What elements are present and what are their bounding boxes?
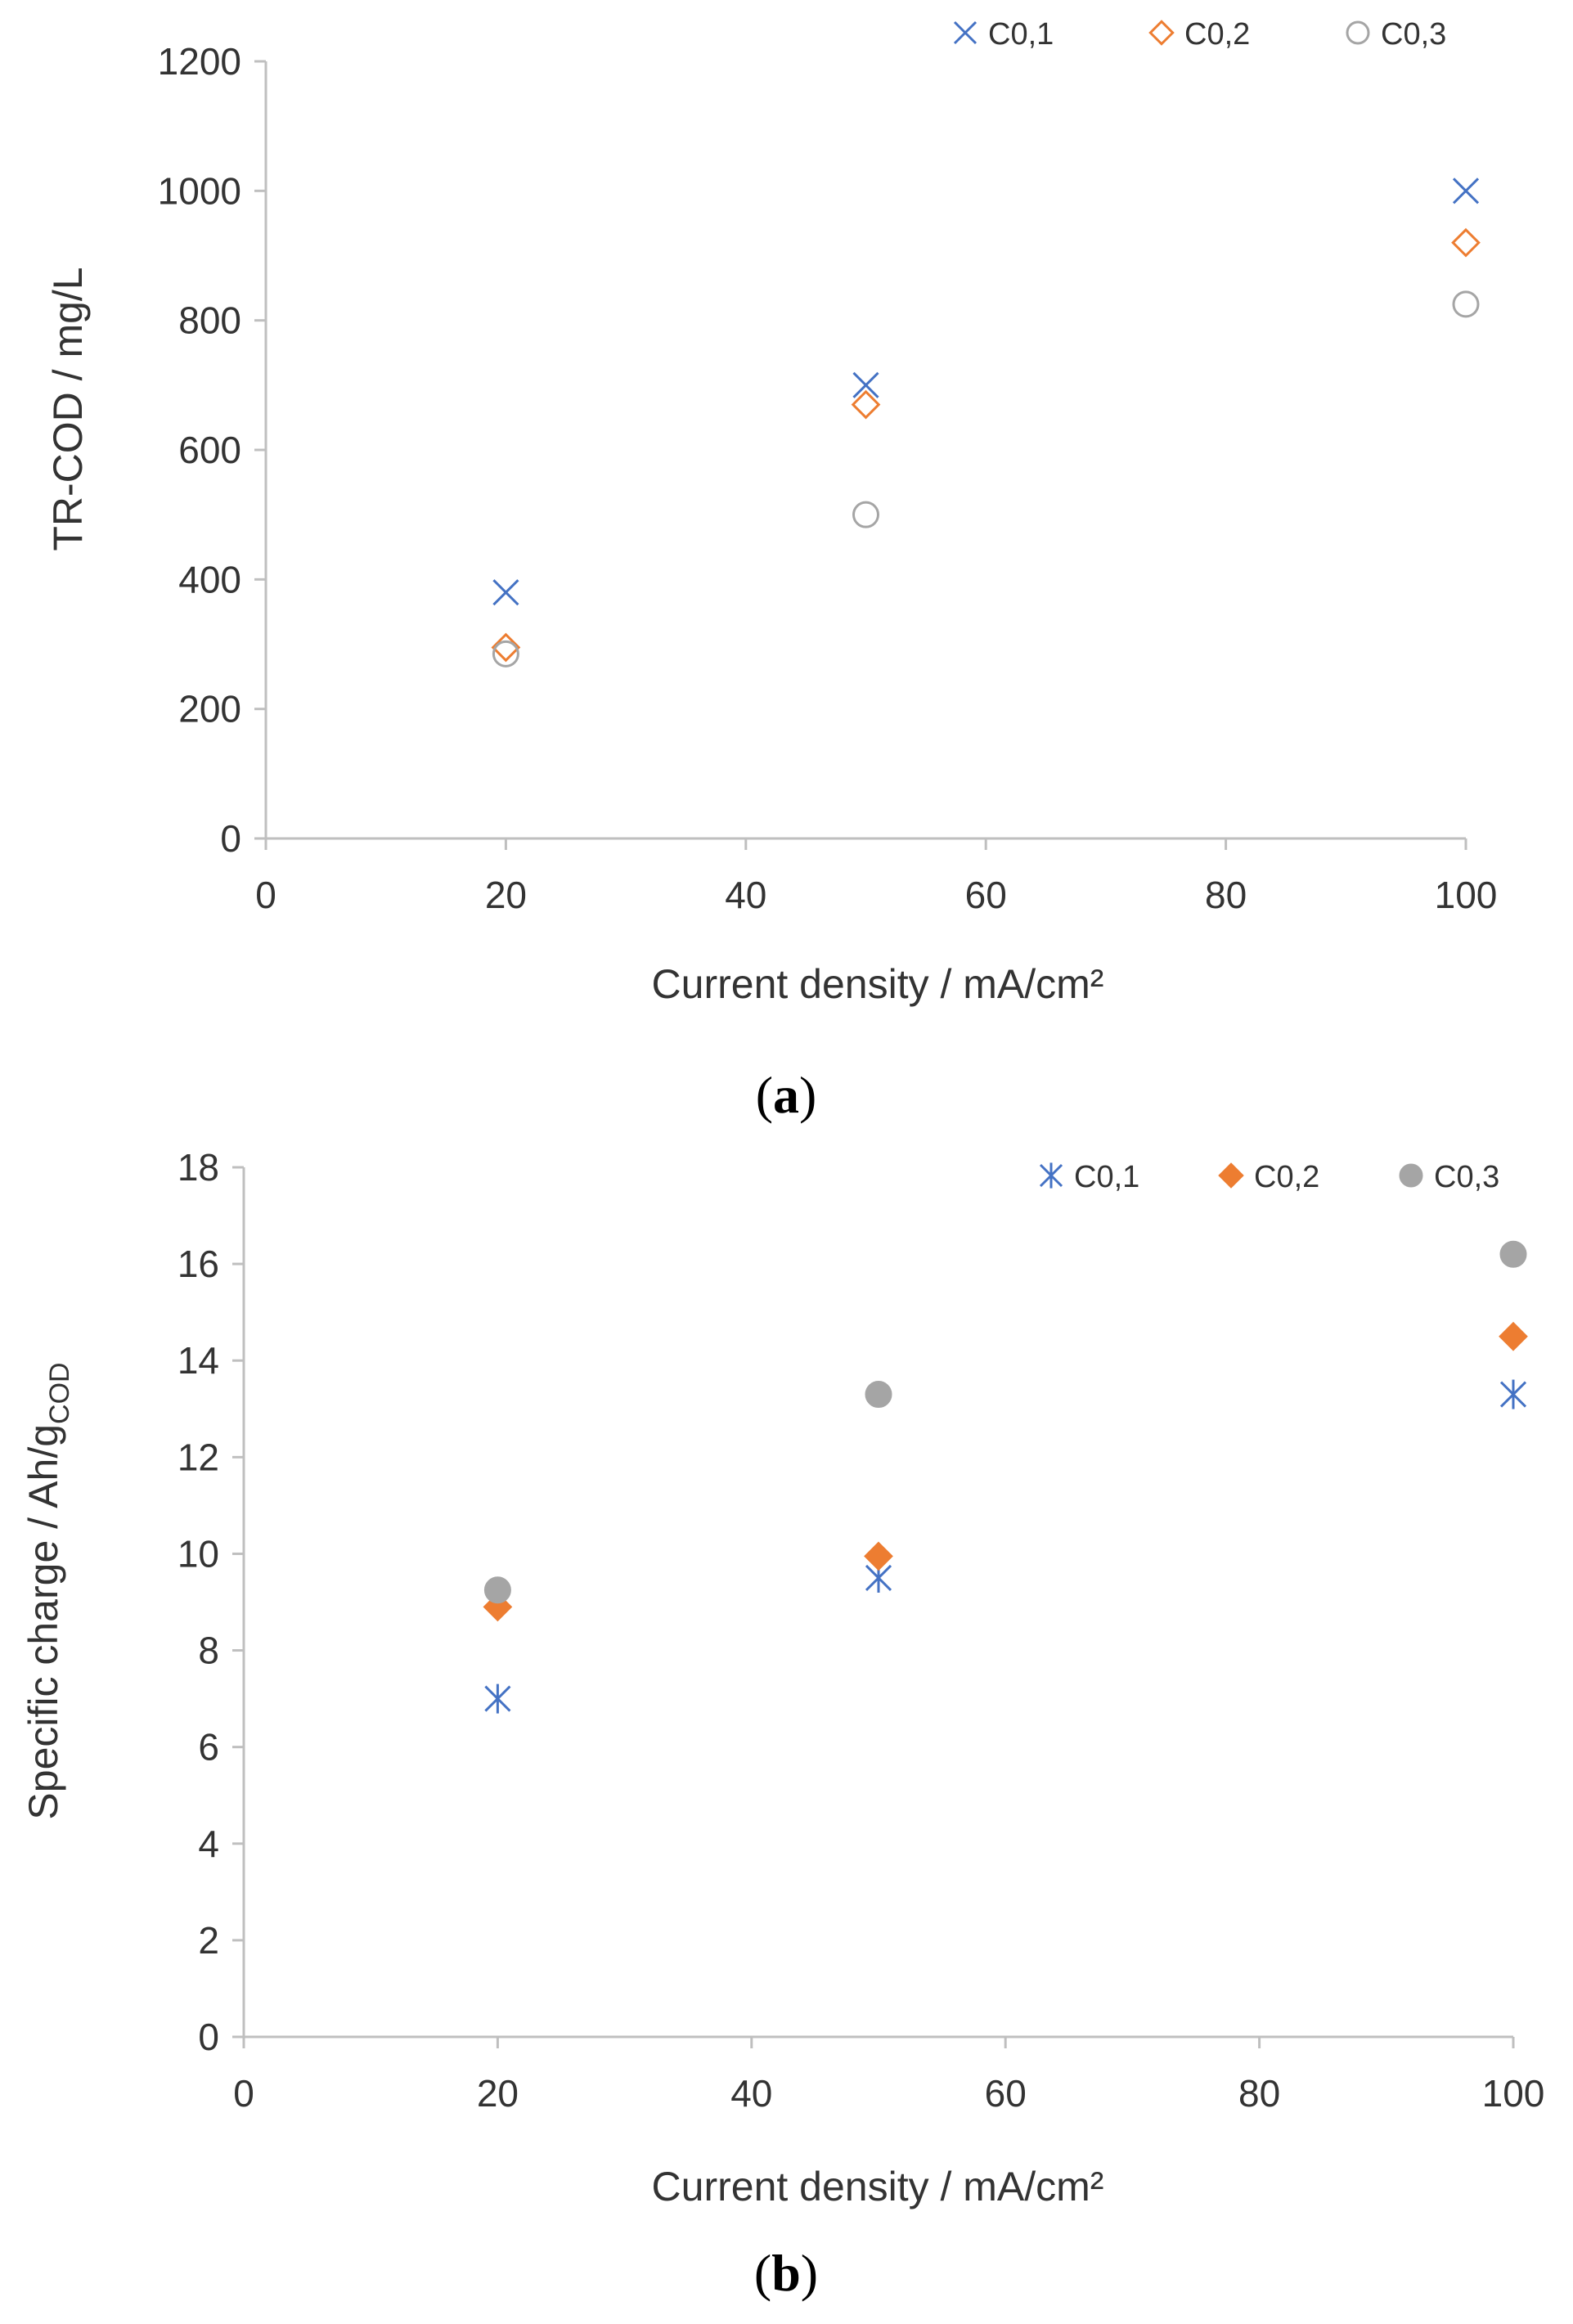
legend-item: C0,1 <box>953 17 1054 52</box>
data-point-C0-3 <box>492 640 519 668</box>
x-tick-labels: 0 20 40 60 80 100 <box>255 874 1497 916</box>
y-tick-labels: 0 2 4 6 8 10 12 14 16 18 <box>178 1146 219 2058</box>
legend-label: C0,2 <box>1184 17 1250 52</box>
data-point-C0-1 <box>1452 178 1480 205</box>
y-tick-label: 16 <box>178 1243 219 1285</box>
x-tick-label: 60 <box>985 2072 1027 2115</box>
data-point-C0-2 <box>864 1541 893 1571</box>
panel-label-b: (b) <box>754 2244 818 2302</box>
legend: C0,1 C0,2 C0,3 <box>953 17 1446 52</box>
legend-marker <box>1218 1162 1244 1189</box>
x-tick-label: 0 <box>255 874 276 916</box>
y-axis-label: TR-COD / mg/L <box>45 267 91 551</box>
x-tick-label: 60 <box>965 874 1007 916</box>
data-point-C0-3 <box>1452 290 1480 318</box>
y-tick-label: 0 <box>198 2016 219 2058</box>
data-point-C0-1 <box>852 371 879 398</box>
legend-item: C0,2 <box>1218 1160 1319 1194</box>
legend-item: C0,1 <box>1039 1160 1139 1194</box>
panel-label-a: (a) <box>756 1066 817 1124</box>
y-tick-label: 4 <box>198 1823 219 1865</box>
y-tick-label: 8 <box>198 1629 219 1672</box>
x-tick-labels: 0 20 40 60 80 100 <box>233 2072 1544 2115</box>
x-tick-label: 100 <box>1482 2072 1545 2115</box>
data-point-C0-2 <box>491 632 521 663</box>
legend-label: C0,2 <box>1254 1160 1319 1194</box>
x-axis-label: Current density / mA/cm² <box>652 961 1104 1007</box>
legend-marker <box>1148 20 1175 46</box>
y-tick-marks <box>232 1166 244 2039</box>
x-tick-label: 80 <box>1205 874 1247 916</box>
data-point-C0-2 <box>851 389 881 420</box>
legend: C0,1 C0,2 C0,3 <box>1039 1160 1499 1194</box>
legend-marker <box>1346 20 1370 45</box>
legend-item: C0,3 <box>1399 1160 1499 1194</box>
data-point-C0-3 <box>852 501 879 528</box>
y-tick-label: 14 <box>178 1339 219 1382</box>
x-tick-marks <box>264 838 1467 850</box>
y-tick-label: 600 <box>178 429 241 471</box>
x-tick-label: 80 <box>1238 2072 1280 2115</box>
y-tick-label: 1200 <box>158 40 241 83</box>
x-tick-label: 20 <box>477 2072 519 2115</box>
y-tick-label: 6 <box>198 1726 219 1769</box>
data-points <box>491 178 1481 668</box>
x-tick-label: 40 <box>725 874 766 916</box>
y-tick-marks <box>254 60 266 840</box>
legend-item: C0,2 <box>1148 17 1250 52</box>
y-tick-labels: 0 200 400 600 800 1000 1200 <box>158 40 241 860</box>
legend-marker <box>953 20 978 45</box>
data-point-C0-2 <box>1451 227 1481 258</box>
data-point-C0-1 <box>484 1683 511 1714</box>
data-points <box>483 1240 1528 1714</box>
legend-label: C0,1 <box>988 17 1054 52</box>
data-point-C0-3 <box>483 1576 511 1604</box>
y-tick-label: 200 <box>178 688 241 730</box>
y-tick-label: 2 <box>198 1919 219 1962</box>
legend-item: C0,3 <box>1346 17 1446 52</box>
x-tick-marks <box>242 2037 1515 2048</box>
x-axis-label: Current density / mA/cm² <box>652 2164 1104 2209</box>
y-tick-label: 10 <box>178 1532 219 1575</box>
y-tick-label: 800 <box>178 299 241 342</box>
y-tick-label: 18 <box>178 1146 219 1189</box>
data-point-C0-3 <box>865 1381 892 1409</box>
legend-marker <box>1039 1162 1063 1189</box>
y-tick-label: 12 <box>178 1436 219 1478</box>
data-point-C0-2 <box>1499 1321 1528 1351</box>
legend-label: C0,3 <box>1381 17 1446 52</box>
x-tick-label: 40 <box>730 2072 772 2115</box>
y-tick-label: 0 <box>220 817 241 860</box>
data-point-C0-1 <box>1499 1379 1527 1409</box>
x-tick-label: 20 <box>485 874 527 916</box>
legend-label: C0,1 <box>1074 1160 1139 1194</box>
legend-label: C0,3 <box>1434 1160 1499 1194</box>
data-point-C0-1 <box>492 579 519 606</box>
legend-marker <box>1399 1163 1423 1188</box>
y-tick-label: 1000 <box>158 169 241 212</box>
y-tick-label: 400 <box>178 558 241 600</box>
x-tick-label: 100 <box>1435 874 1498 916</box>
y-axis-label: Specific charge / Ah/gCOD <box>20 1362 75 1819</box>
x-tick-label: 0 <box>233 2072 254 2115</box>
data-point-C0-3 <box>1499 1240 1527 1268</box>
